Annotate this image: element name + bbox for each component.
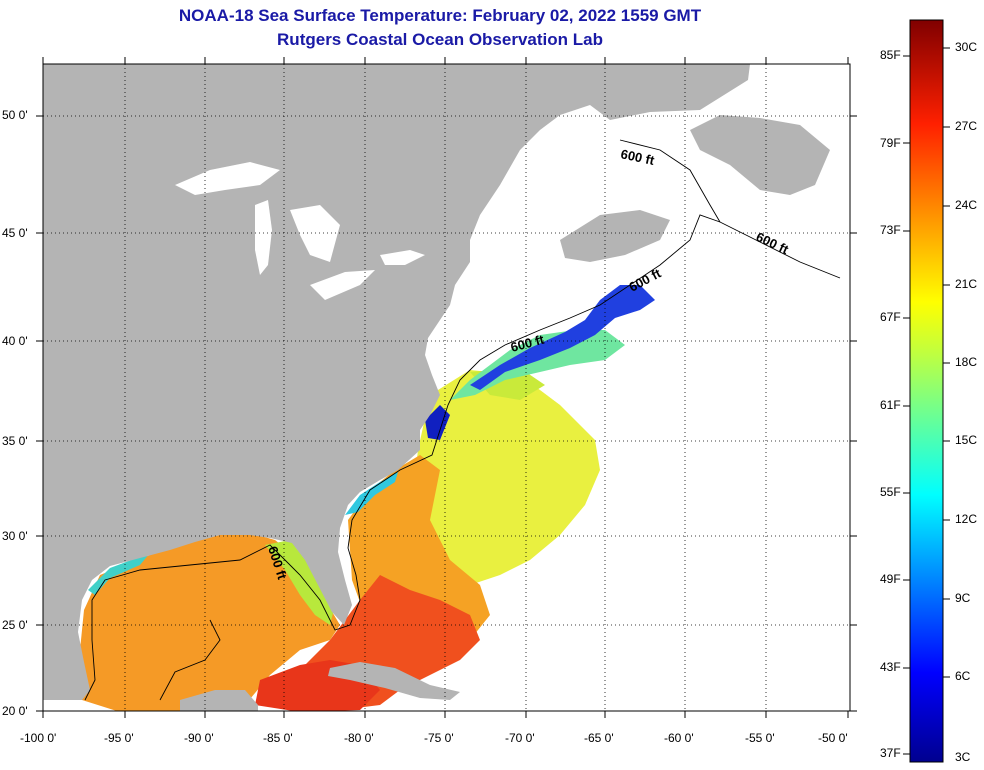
- sst-chesapeake-blue: [425, 405, 450, 440]
- lat-label: 25 0': [2, 618, 28, 632]
- colorbar-f-label: 43F: [880, 660, 901, 674]
- isobath-600ft-upper: [619, 139, 721, 223]
- colorbar-f-label: 73F: [880, 223, 901, 237]
- land-nova-scotia: [560, 210, 670, 262]
- colorbar-c-label: 30C: [955, 40, 978, 54]
- lon-label: -65 0': [584, 731, 614, 745]
- sst-gulf-of-mexico: [78, 530, 340, 711]
- isobath-600ft: [84, 214, 841, 701]
- plot-frame: [42, 63, 851, 712]
- lake-michigan: [255, 200, 272, 275]
- isobath-label: 600 ft: [619, 146, 656, 168]
- gridlines: [43, 64, 850, 711]
- sst-atlantic-yellow: [412, 370, 600, 585]
- lon-label: -95 0': [104, 731, 134, 745]
- sst-northeast-shelf-blue: [470, 285, 655, 390]
- colorbar-f-label: 67F: [880, 310, 901, 324]
- land-cuba: [328, 662, 460, 700]
- colorbar-f-label: 49F: [880, 572, 901, 586]
- colorbar-f-label: 85F: [880, 48, 901, 62]
- colorbar-c-label: 18C: [955, 355, 978, 369]
- sst-carolina-cyan: [345, 472, 398, 515]
- lat-label: 40 0': [2, 334, 28, 348]
- colorbar-ticks: [903, 47, 950, 755]
- sst-northeast-shelf-cyan: [450, 330, 625, 400]
- lon-label: -75 0': [424, 731, 454, 745]
- colorbar: [909, 19, 944, 763]
- colorbar-f-label: 61F: [880, 398, 901, 412]
- lon-label: -70 0': [505, 731, 535, 745]
- sst-florida-shelf: [265, 540, 335, 625]
- colorbar-c-label: 12C: [955, 512, 978, 526]
- lon-label: -60 0': [664, 731, 694, 745]
- colorbar-c-label: 21C: [955, 277, 978, 291]
- lake-superior: [175, 162, 280, 195]
- lon-label: -90 0': [184, 731, 214, 745]
- land-newfoundland: [690, 115, 830, 195]
- axis-ticks: [36, 57, 857, 718]
- colorbar-f-label: 37F: [880, 746, 901, 760]
- colorbar-c-label: 15C: [955, 433, 978, 447]
- colorbar-c-label: 3C: [955, 750, 971, 764]
- lon-label: -85 0': [263, 731, 293, 745]
- lat-label: 30 0': [2, 529, 28, 543]
- st-lawrence-gulf: [540, 118, 660, 200]
- lon-label: -50 0': [818, 731, 848, 745]
- map-title: NOAA-18 Sea Surface Temperature: Februar…: [178, 6, 702, 25]
- lat-label: 45 0': [2, 226, 28, 240]
- colorbar-c-label: 6C: [955, 669, 971, 683]
- colorbar-f-label: 79F: [880, 136, 901, 150]
- map-subtitle: Rutgers Coastal Ocean Observation Lab: [277, 30, 603, 49]
- colorbar-c-label: 27C: [955, 119, 978, 133]
- sst-gulf-shelf-cyan: [88, 553, 150, 595]
- lon-label: -55 0': [745, 731, 775, 745]
- colorbar-c-label: 9C: [955, 591, 971, 605]
- lake-erie: [310, 270, 375, 300]
- colorbar-c-label: 24C: [955, 198, 978, 212]
- land-north-america: [43, 64, 750, 700]
- lat-label: 50 0': [2, 108, 28, 122]
- lake-huron: [290, 205, 340, 262]
- lon-label: -80 0': [344, 731, 374, 745]
- lon-label: -100 0': [20, 731, 57, 745]
- lat-label: 35 0': [2, 434, 28, 448]
- lake-ontario: [380, 250, 425, 265]
- colorbar-f-label: 55F: [880, 485, 901, 499]
- land-yucatan: [180, 690, 258, 711]
- lat-label: 20 0': [2, 704, 28, 718]
